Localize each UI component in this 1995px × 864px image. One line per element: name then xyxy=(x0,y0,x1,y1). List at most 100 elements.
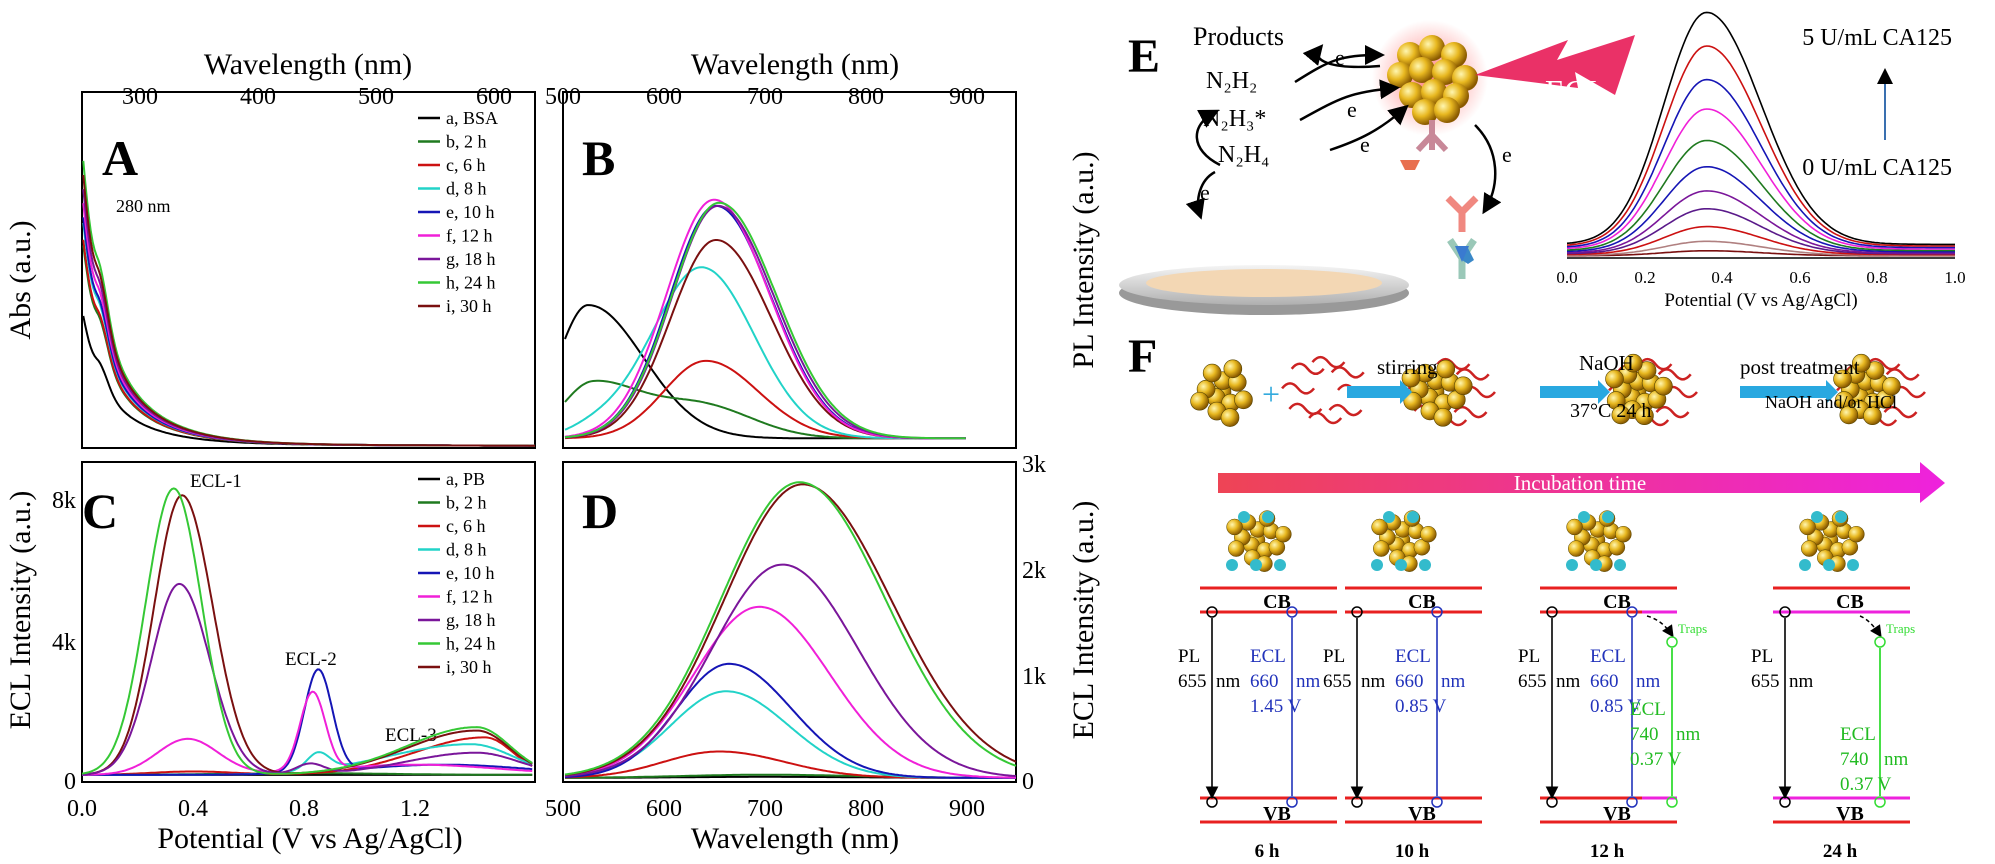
au-precursor-icon-atom-11 xyxy=(1220,408,1240,427)
stage-atom-2-12 xyxy=(1566,518,1583,536)
ecl-start-circle-1 xyxy=(1431,606,1443,618)
stage-ligand-3-1 xyxy=(1811,511,1823,523)
label-block-icon xyxy=(1400,160,1420,170)
mixture-cluster-icon-atom-10 xyxy=(1436,359,1456,379)
stage-time-0: 6 h xyxy=(1255,841,1280,862)
stage-ligand-1-2 xyxy=(1395,559,1407,571)
ecl2-label-3: ECL xyxy=(1840,724,1876,745)
electron-1: e xyxy=(1335,45,1345,70)
stage-ligand-0-2 xyxy=(1250,559,1262,571)
trap-arrow-2 xyxy=(1646,615,1674,638)
ecl-label-2: ECL xyxy=(1590,646,1626,667)
post-treatment-label: post treatment xyxy=(1740,355,1860,379)
ecl-end-circle-1 xyxy=(1431,796,1443,808)
stage-1: CB VB PL 655 nm ECL 660 nm 0.85 V 10 h xyxy=(1323,510,1482,862)
ecl-spectrum-i xyxy=(564,483,1017,776)
pl-start-circle-2 xyxy=(1546,606,1558,618)
species-n2h2: N₂H₂ xyxy=(1206,68,1257,94)
panel-a-tick-500: 500 xyxy=(358,84,394,110)
product-cluster-icon-atom-11 xyxy=(1863,406,1882,426)
panel-d-rtick-0: 0 xyxy=(1022,769,1034,795)
electron-4: e xyxy=(1200,180,1210,205)
panel-d-rtick-2k: 2k xyxy=(1022,558,1046,584)
panel-d-letter: D xyxy=(582,483,618,539)
panel-b-frame xyxy=(562,91,1017,449)
ecl-voltage-0: 1.45 V xyxy=(1250,696,1302,717)
stage-atom-3-12 xyxy=(1799,518,1816,536)
ecl2-voltage-3: 0.37 V xyxy=(1840,774,1892,795)
inset-curves xyxy=(1566,11,1955,257)
legend-bottom-label-h: h, 24 h xyxy=(446,634,496,654)
panel-f-letter: F xyxy=(1128,330,1157,383)
legend-top-label-h: h, 24 h xyxy=(446,273,496,293)
stage-ligand-3-2 xyxy=(1823,559,1835,571)
panel-b-top-axis-label: Wavelength (nm) xyxy=(691,48,899,81)
pl-label-0: PL xyxy=(1178,646,1200,667)
panel-d-frame xyxy=(562,461,1017,783)
stage-2: CB VB PL 655 nm ECL 660 nm 0.85 V Traps ECL 740 nm 0.… xyxy=(1518,510,1707,862)
panel-b-tick-600: 600 xyxy=(646,84,682,110)
electron-5: e xyxy=(1502,142,1512,167)
legend-top-label-c: c, 6 h xyxy=(446,155,486,175)
bsa-protein-icon-helix-4 xyxy=(1281,382,1316,395)
panel-c-letter: C xyxy=(82,483,118,539)
ecl2-start-circle-2 xyxy=(1666,636,1678,648)
aunc-cluster-icon-atom-15 xyxy=(1623,353,1643,373)
au-precursor-icon-atom-8 xyxy=(1234,390,1253,410)
panel-d-xtick-700: 700 xyxy=(747,796,783,822)
conditions-label: 37°C 24 h xyxy=(1570,400,1651,422)
panel-c-xtick-3: 1.2 xyxy=(400,796,430,822)
pl-nm-unit-3: nm xyxy=(1789,671,1814,692)
ecl-nm-value-0: 660 xyxy=(1250,671,1279,692)
panel-a-frame xyxy=(81,91,536,449)
stirring-arrow-icon xyxy=(1347,380,1412,404)
ecl2-label-2: ECL xyxy=(1630,699,1666,720)
ecl-voltage-1: 0.85 V xyxy=(1395,696,1447,717)
stage-atom-0-9 xyxy=(1227,540,1245,557)
pl-end-circle-2 xyxy=(1546,796,1558,808)
inset-curve-10 xyxy=(1566,11,1955,246)
ecl-end-circle-2 xyxy=(1626,796,1638,808)
ecl2-voltage-2: 0.37 V xyxy=(1630,749,1682,770)
cb-label-0: CB xyxy=(1263,591,1291,613)
abs-curve-i xyxy=(82,174,535,447)
pl-curve-e xyxy=(564,204,966,440)
panel-c: ECL Intensity (a.u.) Potential (V vs Ag/… xyxy=(4,461,536,855)
ecl-curve-f xyxy=(82,690,533,776)
electrode-surface xyxy=(1146,269,1382,297)
inset-curve-4 xyxy=(1566,190,1955,254)
panel-c-curves xyxy=(81,487,533,776)
stage-atom-0-12 xyxy=(1226,518,1243,536)
panel-a-tick-600: 600 xyxy=(476,84,512,110)
pl-end-circle-1 xyxy=(1351,796,1363,808)
gold-nanocluster-icon xyxy=(1387,35,1478,170)
product-protein-icon-helix-1 xyxy=(1883,405,1918,419)
legend-bottom-label-f: f, 12 h xyxy=(446,587,493,607)
legend-top-label-d: d, 8 h xyxy=(446,179,487,199)
cb-label-3: CB xyxy=(1836,591,1864,613)
inset-tick-5: 1.0 xyxy=(1944,268,1965,287)
au-precursor-icon-atom-10 xyxy=(1223,359,1243,379)
product-cluster-icon-atom-14 xyxy=(1839,405,1859,425)
stage-ligand-3-4 xyxy=(1847,559,1859,571)
pl-start-circle-3 xyxy=(1779,606,1791,618)
panel-a-legend: a, BSA b, 2 h c, 6 h d, 8 h e, 10 h f, 12 h g,… xyxy=(418,108,498,316)
ecl-start-circle-2 xyxy=(1626,606,1638,618)
ecl2-nm-unit-3: nm xyxy=(1884,749,1909,770)
stage-ligand-2-1 xyxy=(1578,511,1590,523)
stage-ligand-0-1 xyxy=(1238,511,1250,523)
species-n2h4: N₂H₄ xyxy=(1218,142,1269,168)
pl-curve-c xyxy=(564,359,966,440)
inset-tick-0: 0.0 xyxy=(1556,268,1577,287)
ecl-nm-unit-1: nm xyxy=(1441,671,1466,692)
aunc-cluster-icon-atom-11 xyxy=(1635,406,1654,426)
ecl-curve-g xyxy=(81,582,533,776)
stage-ligand-1-4 xyxy=(1419,559,1431,571)
ecl-spectrum-d xyxy=(564,690,1016,779)
stage-ligand-0-4 xyxy=(1274,559,1286,571)
bsa-protein-icon-helix-5 xyxy=(1290,362,1325,376)
aunc-cluster-icon-atom-14 xyxy=(1611,405,1631,425)
gold-ball-4 xyxy=(1409,57,1435,83)
panel-c-xlabel: Potential (V vs Ag/AgCl) xyxy=(157,822,462,855)
